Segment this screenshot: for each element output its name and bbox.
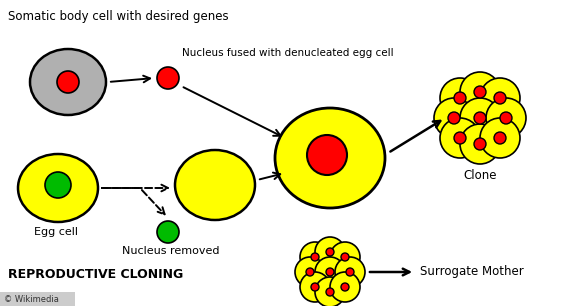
Circle shape [157,67,179,89]
Circle shape [346,268,354,276]
FancyBboxPatch shape [0,292,75,306]
Circle shape [311,253,319,261]
Ellipse shape [315,257,345,287]
Text: Somatic body cell with desired genes: Somatic body cell with desired genes [8,10,229,23]
Ellipse shape [275,108,385,208]
Ellipse shape [434,98,474,138]
Ellipse shape [460,72,500,112]
Text: Clone: Clone [464,169,497,182]
Circle shape [326,268,334,276]
Circle shape [474,86,486,98]
Ellipse shape [315,237,345,267]
Ellipse shape [18,154,98,222]
Text: Egg cell: Egg cell [34,227,78,237]
Ellipse shape [440,118,480,158]
Ellipse shape [300,272,330,302]
Ellipse shape [460,98,500,138]
Ellipse shape [486,98,526,138]
Circle shape [474,138,486,150]
Circle shape [454,132,466,144]
Circle shape [341,283,349,291]
Ellipse shape [440,78,480,118]
Circle shape [307,135,347,175]
Circle shape [494,92,506,104]
Circle shape [454,92,466,104]
Circle shape [474,112,486,124]
Circle shape [57,71,79,93]
Ellipse shape [315,277,345,306]
Circle shape [45,172,71,198]
Circle shape [341,253,349,261]
Ellipse shape [330,242,360,272]
Circle shape [306,268,314,276]
Ellipse shape [460,124,500,164]
Circle shape [326,248,334,256]
Circle shape [494,132,506,144]
Text: Nucleus removed: Nucleus removed [122,246,220,256]
Circle shape [448,112,460,124]
Ellipse shape [480,118,520,158]
Circle shape [500,112,512,124]
Ellipse shape [175,150,255,220]
Circle shape [157,221,179,243]
Ellipse shape [335,257,365,287]
Ellipse shape [300,242,330,272]
Text: Nucleus fused with denucleated egg cell: Nucleus fused with denucleated egg cell [182,48,394,58]
Text: © Wikimedia: © Wikimedia [4,294,59,304]
Circle shape [326,288,334,296]
Text: REPRODUCTIVE CLONING: REPRODUCTIVE CLONING [8,268,183,281]
Ellipse shape [480,78,520,118]
Ellipse shape [30,49,106,115]
Ellipse shape [295,257,325,287]
Circle shape [311,283,319,291]
Ellipse shape [330,272,360,302]
Text: Surrogate Mother: Surrogate Mother [420,266,524,278]
